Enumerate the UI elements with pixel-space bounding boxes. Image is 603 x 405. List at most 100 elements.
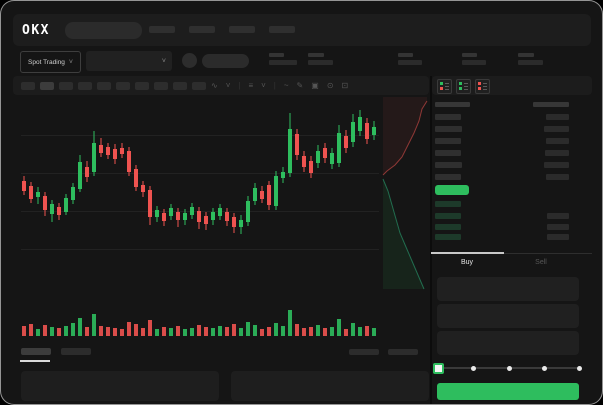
bottom-tab-history[interactable] [61,348,91,355]
chevron-down-icon[interactable]: ˅ [225,81,231,90]
order-form-field[interactable] [437,277,579,301]
slider-handle[interactable] [433,363,444,374]
bottom-bar-placeholder-2 [388,349,418,355]
ask-row-price[interactable] [435,114,461,120]
bottom-bar-placeholder-1 [349,349,379,355]
timeframe-button[interactable] [192,82,206,90]
candlestick-chart[interactable] [21,97,379,291]
bid-row-amount[interactable] [547,234,569,240]
nav-item-placeholder[interactable] [189,26,215,33]
ticker-stat-value [398,60,422,65]
chart-toolbar: ∿ ˅ | ≡ ˅ | ~ ✎ ▣ ⊙ ⊡ [13,76,429,95]
ticker-stat-label [398,53,413,57]
depth-chart [382,97,428,290]
order-form-field[interactable] [437,331,579,355]
chevron-down-icon: ˅ [161,57,166,65]
slider-stop[interactable] [471,366,477,371]
avatar[interactable] [182,53,197,68]
market-type-selector[interactable]: Spot Trading ˅ [20,51,81,73]
timeframe-button[interactable] [116,82,130,90]
settings-icon[interactable]: ⊙ [326,81,334,90]
timeframe-button[interactable] [59,82,73,90]
tab-buy[interactable]: Buy [460,259,474,266]
slider-stop[interactable] [577,366,582,371]
ask-row-amount[interactable] [544,126,569,132]
timeframe-buttons [21,82,211,90]
ticker-stat-label [269,53,284,57]
gridline [21,135,379,136]
ask-row-amount[interactable] [544,162,569,168]
nav-item-placeholder[interactable] [229,26,255,33]
orderbook-toolbar [432,76,592,95]
tab-sell[interactable]: Sell [535,259,547,266]
timeframe-button[interactable] [40,82,54,90]
ticker-stat-value [462,60,486,65]
ticker-stat-value [518,60,543,65]
pair-selector[interactable]: ˅ [86,51,172,71]
orderbook-panel: Buy Sell [431,97,592,404]
fullscreen-icon[interactable]: ⊡ [341,81,349,90]
ask-row-price[interactable] [435,126,462,132]
timeframe-button[interactable] [154,82,168,90]
gridline [21,173,379,174]
order-form-field[interactable] [437,304,579,328]
chevron-down-icon: ˅ [68,58,73,66]
chevron-down-icon[interactable]: ˅ [261,81,266,90]
header-bar: OKX [13,14,591,46]
timeframe-button[interactable] [21,82,35,90]
bottom-tab-orders[interactable] [21,348,51,355]
ask-row-price[interactable] [435,162,462,168]
header-nav [13,14,591,46]
gridline [21,249,379,250]
nav-item-placeholder[interactable] [149,26,175,33]
timeframe-button[interactable] [173,82,187,90]
slider-stop[interactable] [541,366,547,371]
timeframe-button[interactable] [78,82,92,90]
bid-row-price[interactable] [435,213,461,219]
camera-icon[interactable]: ▣ [311,81,319,90]
bid-row-amount[interactable] [547,224,569,230]
candle-style-icon[interactable]: ≡ [248,81,254,90]
chart-tool-icons: ∿ ˅ | ≡ ˅ | ~ ✎ ▣ ⊙ ⊡ [211,81,348,90]
ticker-stats [1,53,602,67]
okx-logo: OKX [22,23,50,38]
ask-row-price[interactable] [435,174,461,180]
last-price-bar[interactable] [435,185,469,195]
ask-row-amount[interactable] [546,174,569,180]
orderbook-header-price [435,102,470,107]
candle-layer [22,110,376,234]
timeframe-button[interactable] [97,82,111,90]
ask-row-amount[interactable] [546,138,569,144]
toolbar-divider: | [238,81,241,90]
ticker-stat-value [269,60,297,65]
ask-row-amount[interactable] [545,150,569,156]
account-button[interactable] [202,54,249,68]
bid-row-amount[interactable] [547,213,569,219]
slider-stop[interactable] [506,366,512,371]
bid-row-price[interactable] [435,224,461,230]
toolbar-divider: | [273,81,276,90]
orderbook-both-icon[interactable] [437,79,452,94]
ask-row-price[interactable] [435,150,461,156]
search-input[interactable] [65,22,142,39]
panel-divider [430,76,432,404]
timeframe-button[interactable] [135,82,149,90]
buy-submit-button[interactable] [437,383,579,400]
ask-row-price[interactable] [435,138,461,144]
orderbook-sells-icon[interactable] [475,79,490,94]
volume-bars [22,310,376,336]
bid-row-price[interactable] [435,234,461,240]
bottom-tab-underline [20,360,50,362]
ticker-stat-label [308,53,324,57]
line-tool-icon[interactable]: ~ [283,81,289,90]
nav-item-placeholder[interactable] [269,26,295,33]
ask-row-amount[interactable] [546,114,569,120]
bid-row-price[interactable] [435,201,461,207]
draw-tool-icon[interactable]: ✎ [296,81,304,90]
orderbook-buys-icon[interactable] [456,79,471,94]
orderbook-header-amount [533,102,569,107]
active-tab-indicator [431,252,504,254]
indicator-wave-icon[interactable]: ∿ [211,81,218,90]
market-bar: Spot Trading ˅ ˅ [1,48,602,76]
